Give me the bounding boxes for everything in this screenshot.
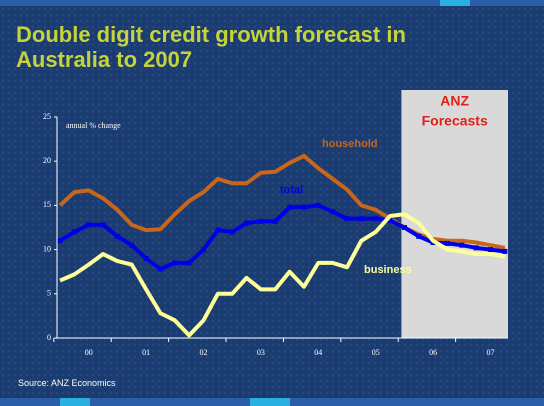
marker — [330, 209, 336, 215]
marker — [301, 204, 307, 210]
marker — [57, 238, 63, 244]
y-tick-label: 5 — [47, 289, 51, 298]
marker — [186, 260, 192, 266]
x-tick-label: 04 — [314, 348, 322, 357]
y-tick-label: 20 — [43, 156, 51, 165]
title: Double digit credit growth forecast in A… — [16, 22, 406, 72]
series-label: total — [280, 184, 303, 196]
stripe-accent — [60, 398, 90, 406]
x-tick-label: 00 — [85, 348, 93, 357]
marker — [272, 218, 278, 224]
marker — [129, 242, 135, 248]
marker — [215, 227, 221, 233]
y-tick-label: 25 — [43, 112, 51, 121]
top-stripe — [0, 0, 544, 6]
stripe-accent — [250, 398, 290, 406]
series-line — [59, 212, 506, 338]
marker — [86, 222, 92, 228]
marker — [401, 225, 407, 230]
marker — [473, 245, 479, 251]
y-tick-label: 10 — [43, 244, 51, 253]
marker — [387, 217, 393, 223]
marker — [172, 260, 178, 266]
marker — [358, 216, 364, 222]
marker — [229, 229, 235, 235]
marker — [157, 266, 163, 272]
y-axis-label: annual % change — [66, 121, 121, 130]
marker — [201, 247, 206, 253]
marker — [100, 222, 106, 228]
marker — [416, 233, 422, 239]
x-tick-label: 02 — [200, 348, 208, 357]
marker — [71, 229, 77, 235]
marker — [287, 204, 293, 210]
marker — [244, 220, 250, 226]
x-tick-label: 06 — [429, 348, 437, 357]
series-label: household — [322, 138, 378, 150]
forecast-region — [401, 90, 508, 338]
marker — [459, 242, 465, 248]
marker — [143, 255, 149, 261]
stripe-accent — [440, 0, 470, 6]
y-tick-label: 15 — [43, 200, 51, 209]
marker — [373, 216, 379, 222]
marker — [502, 248, 508, 254]
marker — [114, 233, 120, 239]
x-tick-label: 01 — [142, 348, 150, 357]
marker — [488, 247, 493, 253]
marker — [315, 202, 321, 208]
x-tick-label: 07 — [487, 348, 495, 357]
x-tick-label: 05 — [372, 348, 380, 357]
marker — [444, 240, 450, 246]
marker — [258, 218, 264, 224]
source: Source: ANZ Economics — [18, 378, 116, 388]
forecast-label: Forecasts — [422, 113, 488, 129]
forecast-label: ANZ — [440, 93, 469, 109]
y-tick-label: 0 — [47, 333, 51, 342]
series-label: business — [364, 264, 412, 276]
x-tick-label: 03 — [257, 348, 265, 357]
marker — [344, 216, 350, 222]
